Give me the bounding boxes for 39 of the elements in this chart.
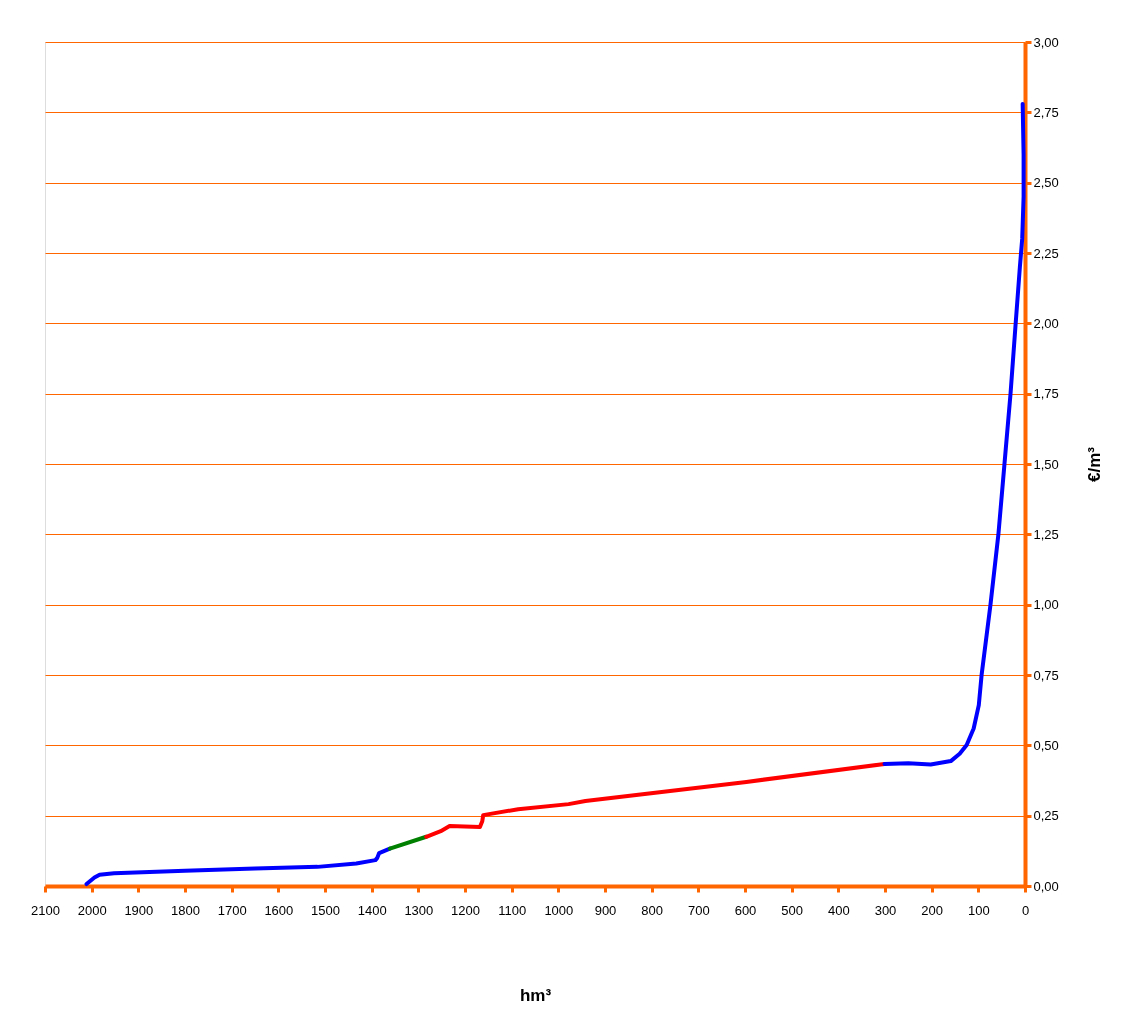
x-tick-label: 1200	[451, 902, 480, 918]
x-tick-label: 800	[641, 902, 664, 918]
x-tick-label: 1900	[124, 902, 154, 918]
y-tick-label: 2,75	[1033, 104, 1059, 120]
x-tick-label: 1800	[171, 902, 200, 918]
x-tick-label: 500	[781, 902, 804, 918]
line-series	[84, 846, 392, 887]
x-tick-label: 1700	[217, 902, 247, 918]
x-tick-label: 1500	[311, 902, 340, 918]
x-tick-label: 1100	[498, 902, 527, 918]
x-tick-label: 300	[874, 902, 897, 918]
x-tick-label: 400	[827, 902, 850, 918]
x-tick-label: 600	[734, 902, 757, 918]
x-tick-label: 100	[967, 902, 990, 918]
x-tick-label: 2000	[77, 902, 107, 918]
x-tick-label: 1300	[404, 902, 434, 918]
y-tick-label: 1,25	[1033, 526, 1059, 542]
line-series	[882, 101, 1026, 767]
x-tick-label: 1600	[264, 902, 294, 918]
x-tick-label: 0	[1021, 902, 1030, 918]
y-tick-label: 0,25	[1033, 808, 1059, 824]
y-tick-label: 0,75	[1033, 667, 1059, 683]
y-tick-label: 1,75	[1033, 386, 1059, 402]
x-axis-title: hm³	[519, 985, 552, 1005]
y-tick-label: 1,00	[1033, 597, 1059, 613]
y-tick-label: 0,00	[1033, 878, 1059, 894]
x-tick-label: 700	[687, 902, 710, 918]
y-tick-label: 3,00	[1033, 34, 1059, 50]
x-tick-label: 200	[921, 902, 944, 918]
x-tick-label: 900	[594, 902, 617, 918]
y-axis-title: €/m³	[1084, 446, 1104, 482]
y-tick-label: 2,25	[1033, 245, 1059, 261]
x-tick-label: 1000	[544, 902, 574, 918]
y-tick-label: 2,50	[1033, 175, 1059, 191]
x-tick-label: 1400	[357, 902, 387, 918]
y-tick-label: 2,00	[1033, 315, 1059, 331]
y-tick-label: 1,50	[1033, 456, 1059, 472]
y-tick-label: 0,50	[1033, 737, 1059, 753]
x-tick-label: 2100	[31, 902, 60, 918]
